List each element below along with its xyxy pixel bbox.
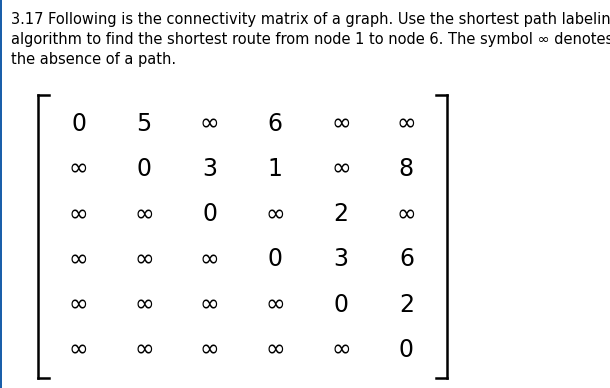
Text: 0: 0	[71, 111, 86, 135]
Text: 0: 0	[268, 247, 283, 271]
Text: 6: 6	[268, 111, 283, 135]
Text: 1: 1	[268, 157, 282, 181]
Text: 8: 8	[399, 157, 414, 181]
Text: ∞: ∞	[265, 202, 285, 226]
Text: ∞: ∞	[331, 338, 351, 362]
Text: 0: 0	[333, 293, 348, 317]
Text: ∞: ∞	[69, 247, 88, 271]
Text: 0: 0	[399, 338, 414, 362]
Text: ∞: ∞	[396, 202, 416, 226]
Text: ∞: ∞	[200, 338, 220, 362]
Text: ∞: ∞	[331, 157, 351, 181]
Text: ∞: ∞	[69, 293, 88, 317]
Text: 6: 6	[399, 247, 414, 271]
Text: ∞: ∞	[134, 293, 154, 317]
Text: 3.17 Following is the connectivity matrix of a graph. Use the shortest path labe: 3.17 Following is the connectivity matri…	[11, 12, 610, 68]
Text: ∞: ∞	[200, 111, 220, 135]
Text: ∞: ∞	[331, 111, 351, 135]
Text: 3: 3	[202, 157, 217, 181]
Text: ∞: ∞	[265, 338, 285, 362]
Text: 5: 5	[137, 111, 152, 135]
Text: 3: 3	[333, 247, 348, 271]
Text: ∞: ∞	[200, 293, 220, 317]
Text: 2: 2	[399, 293, 414, 317]
Text: ∞: ∞	[396, 111, 416, 135]
Text: ∞: ∞	[200, 247, 220, 271]
Text: 0: 0	[137, 157, 152, 181]
Text: ∞: ∞	[134, 202, 154, 226]
Text: 0: 0	[202, 202, 217, 226]
Text: ∞: ∞	[134, 338, 154, 362]
Text: ∞: ∞	[134, 247, 154, 271]
Text: 2: 2	[333, 202, 348, 226]
Text: ∞: ∞	[69, 202, 88, 226]
Text: ∞: ∞	[69, 157, 88, 181]
Text: ∞: ∞	[69, 338, 88, 362]
Text: ∞: ∞	[265, 293, 285, 317]
